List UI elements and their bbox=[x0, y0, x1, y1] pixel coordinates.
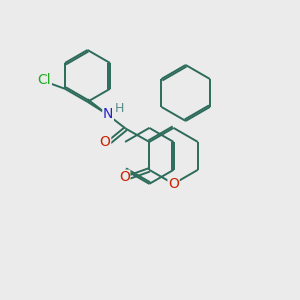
Text: H: H bbox=[115, 102, 124, 115]
Text: Cl: Cl bbox=[38, 73, 51, 87]
Text: N: N bbox=[103, 107, 113, 121]
Text: O: O bbox=[100, 135, 111, 149]
Text: O: O bbox=[119, 170, 130, 184]
Text: O: O bbox=[168, 177, 179, 191]
